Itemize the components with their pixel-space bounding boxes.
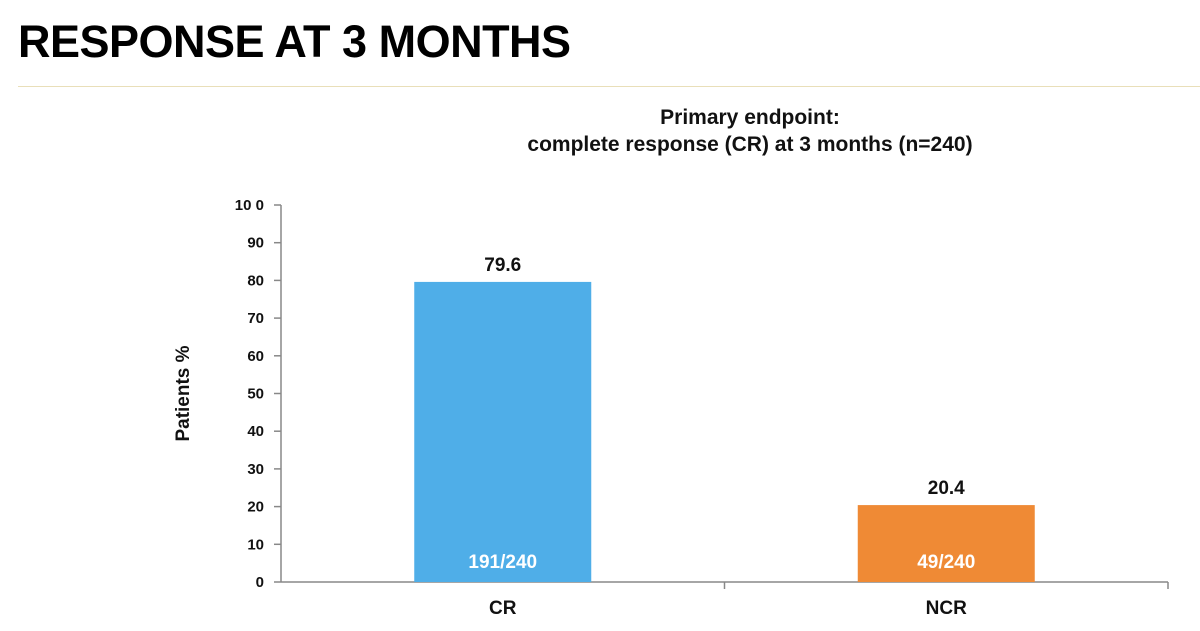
bar-cr (414, 281, 592, 582)
bar-inner-label: 49/240 (917, 552, 975, 573)
chart-title-line-2: complete response (CR) at 3 months (n=24… (527, 133, 973, 156)
x-tick-label: NCR (926, 598, 967, 619)
y-tick-label: 80 (247, 272, 264, 289)
y-tick-label: 20 (247, 499, 264, 516)
slide-title: RESPONSE AT 3 MONTHS (18, 16, 571, 67)
x-tick-label: CR (489, 598, 517, 619)
bar-value-label: 20.4 (928, 478, 965, 499)
bar-value-label: 79.6 (484, 255, 521, 276)
title-divider (18, 86, 1200, 87)
y-tick-label: 10 0 (235, 197, 264, 214)
y-tick-label: 10 (247, 536, 264, 553)
y-tick-label: 40 (247, 423, 264, 440)
y-tick-label: 60 (247, 348, 264, 365)
chart-title: Primary endpoint: complete response (CR)… (400, 104, 1100, 158)
y-tick-label: 90 (247, 235, 264, 252)
chart-title-line-1: Primary endpoint: (660, 106, 840, 129)
y-tick-label: 50 (247, 386, 264, 403)
y-tick-label: 0 (256, 574, 264, 591)
y-tick-label: 30 (247, 461, 264, 478)
y-axis-label: Patients % (173, 345, 194, 441)
bar-inner-label: 191/240 (468, 552, 537, 573)
bar-ncr (857, 505, 1035, 582)
y-tick-label: 70 (247, 310, 264, 327)
